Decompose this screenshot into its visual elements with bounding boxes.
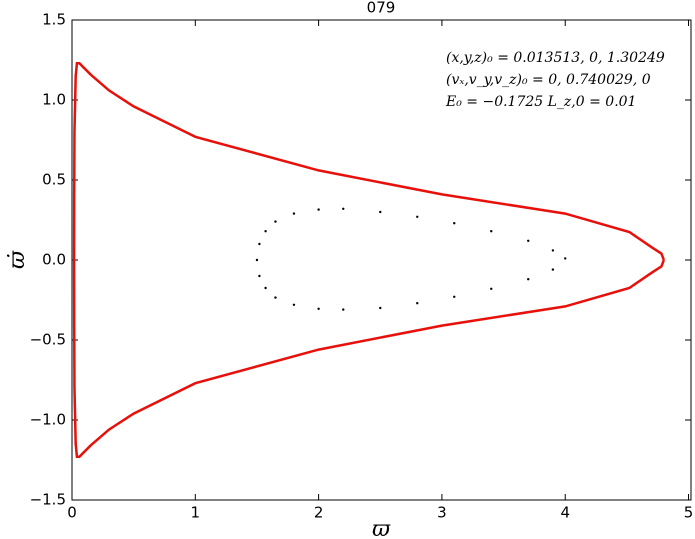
y-tick-label: 1.0 [42,91,66,109]
y-tick-label: −1.5 [30,491,66,509]
y-tick-label: 0.5 [42,171,66,189]
x-tick-label: 2 [314,504,324,522]
point [258,274,261,278]
y-axis-label: ϖ̇ [5,250,30,269]
point [379,306,382,310]
point [527,239,530,242]
point [564,257,567,260]
curve [72,61,666,459]
point [274,296,277,299]
point [292,303,296,306]
point [264,230,267,233]
point [379,210,382,214]
point [255,258,259,262]
point [551,249,555,252]
point [342,207,345,210]
point [453,222,456,225]
point [453,295,456,298]
y-tick-label: −0.5 [30,331,66,349]
point [416,215,419,218]
y-tick-label: 1.5 [42,11,66,29]
plot-frame [71,19,692,501]
y-tick-label: −1.0 [30,411,66,429]
point [490,230,493,233]
point [258,242,261,246]
annotation: (x,y,z)₀ = 0.013513, 0, 1.30249 [446,50,665,66]
x-tick-label: 4 [560,504,570,522]
point [551,268,555,271]
point [416,302,419,305]
chart-title: 079 [367,0,396,17]
x-tick-label: 5 [684,504,694,522]
x-tick-label: 1 [191,504,201,522]
point [292,212,296,215]
point [264,286,267,290]
x-tick-label: 0 [67,504,77,522]
annotation: E₀ = −0.1725 L_z,0 = 0.01 [445,94,636,110]
x-axis-label: ϖ [372,517,391,539]
point [274,220,277,223]
point [527,278,530,281]
point [317,307,320,310]
point [342,308,345,311]
point [317,208,320,211]
point [490,287,493,290]
x-tick-label: 3 [437,504,447,522]
annotation: (vₓ,v_y,v_z)₀ = 0, 0.740029, 0 [446,72,651,88]
y-tick-label: 0.0 [42,251,66,269]
